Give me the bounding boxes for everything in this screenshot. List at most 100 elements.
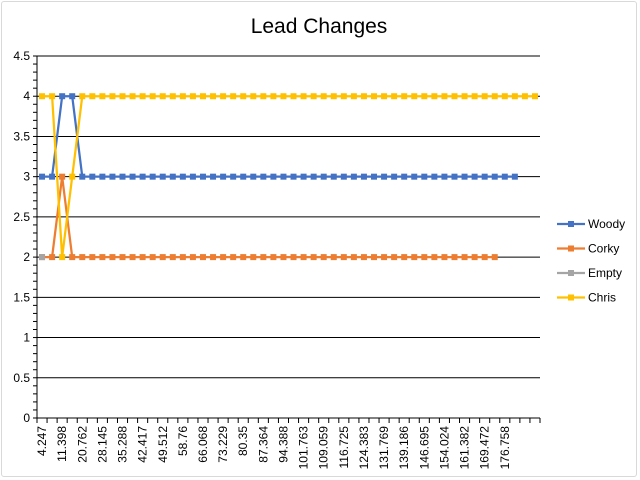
data-point-woody — [210, 173, 217, 180]
data-point-woody — [189, 173, 196, 180]
x-tick-label: 49.512 — [156, 426, 170, 463]
series-line-corky — [42, 175, 495, 259]
data-point-corky — [89, 254, 96, 261]
data-point-chris — [381, 93, 388, 100]
data-point-woody — [441, 173, 448, 180]
data-point-chris — [451, 93, 458, 100]
data-point-woody — [149, 173, 156, 180]
data-point-chris — [461, 93, 468, 100]
data-point-chris — [431, 93, 438, 100]
data-point-woody — [49, 173, 56, 180]
data-point-corky — [300, 254, 307, 261]
data-point-corky — [69, 254, 76, 261]
data-point-woody — [461, 173, 468, 180]
data-point-woody — [471, 173, 478, 180]
data-point-chris — [401, 93, 408, 100]
data-point-woody — [371, 173, 378, 180]
data-point-chris — [290, 93, 297, 100]
data-point-chris — [59, 254, 66, 261]
data-point-woody — [129, 173, 136, 180]
data-point-chris — [320, 93, 327, 100]
chart-title: Lead Changes — [251, 15, 388, 38]
x-tick-label: 35.288 — [116, 426, 130, 463]
data-point-corky — [119, 254, 126, 261]
data-point-woody — [79, 173, 86, 180]
data-point-woody — [230, 173, 237, 180]
x-tick-label: 20.762 — [75, 426, 89, 463]
data-point-chris — [210, 93, 217, 100]
x-tick-label: 80.35 — [236, 426, 250, 456]
data-point-woody — [179, 173, 186, 180]
y-tick-label: 1 — [23, 331, 30, 345]
x-tick-label: 28.145 — [95, 426, 109, 463]
data-point-woody — [139, 173, 146, 180]
data-point-corky — [290, 254, 297, 261]
data-point-chris — [441, 93, 448, 100]
data-point-corky — [189, 254, 196, 261]
data-point-woody — [199, 173, 206, 180]
data-point-woody — [391, 173, 398, 180]
data-point-chris — [129, 93, 136, 100]
data-point-woody — [481, 173, 488, 180]
data-point-chris — [250, 93, 257, 100]
x-tick-label: 146.695 — [417, 426, 431, 470]
x-tick-label: 154.024 — [437, 426, 451, 470]
data-point-corky — [431, 254, 438, 261]
legend-label-corky: Corky — [588, 242, 619, 256]
data-point-chris — [270, 93, 277, 100]
data-point-chris — [89, 93, 96, 100]
data-point-woody — [310, 173, 317, 180]
data-point-chris — [280, 93, 287, 100]
data-point-corky — [391, 254, 398, 261]
x-tick-label: 66.068 — [196, 426, 210, 463]
data-point-corky — [210, 254, 217, 261]
data-point-corky — [371, 254, 378, 261]
data-point-chris — [371, 93, 378, 100]
data-point-chris — [149, 93, 156, 100]
data-point-chris — [471, 93, 478, 100]
data-point-corky — [109, 254, 116, 261]
data-point-woody — [109, 173, 116, 180]
data-point-chris — [79, 93, 86, 100]
data-point-corky — [350, 254, 357, 261]
data-point-chris — [501, 93, 508, 100]
data-point-chris — [531, 93, 538, 100]
data-point-woody — [360, 173, 367, 180]
data-point-corky — [461, 254, 468, 261]
x-tick-label: 4.247 — [35, 426, 49, 456]
data-point-woody — [280, 173, 287, 180]
data-point-woody — [330, 173, 337, 180]
data-point-chris — [511, 93, 518, 100]
data-point-chris — [39, 93, 46, 100]
x-tick-label: 58.76 — [176, 426, 190, 456]
data-point-woody — [220, 173, 227, 180]
data-point-corky — [451, 254, 458, 261]
x-tick-label: 73.229 — [216, 426, 230, 463]
data-point-chris — [340, 93, 347, 100]
data-point-chris — [391, 93, 398, 100]
y-tick-label: 0.5 — [13, 371, 30, 385]
data-point-woody — [270, 173, 277, 180]
y-tick-label: 4 — [23, 89, 30, 103]
x-tick-label: 161.382 — [458, 426, 472, 470]
data-point-woody — [300, 173, 307, 180]
data-point-chris — [109, 93, 116, 100]
data-point-corky — [220, 254, 227, 261]
x-tick-label: 87.364 — [256, 426, 270, 463]
data-point-woody — [401, 173, 408, 180]
data-point-corky — [270, 254, 277, 261]
data-point-corky — [340, 254, 347, 261]
data-point-woody — [501, 173, 508, 180]
data-point-woody — [491, 173, 498, 180]
y-tick-label: 4.5 — [13, 49, 30, 63]
data-point-corky — [491, 254, 498, 261]
data-point-woody — [421, 173, 428, 180]
x-tick-label: 169.472 — [478, 426, 492, 470]
data-point-woody — [340, 173, 347, 180]
data-point-chris — [330, 93, 337, 100]
data-point-woody — [169, 173, 176, 180]
data-point-chris — [119, 93, 126, 100]
data-point-corky — [99, 254, 106, 261]
legend-label-empty: Empty — [588, 266, 622, 280]
